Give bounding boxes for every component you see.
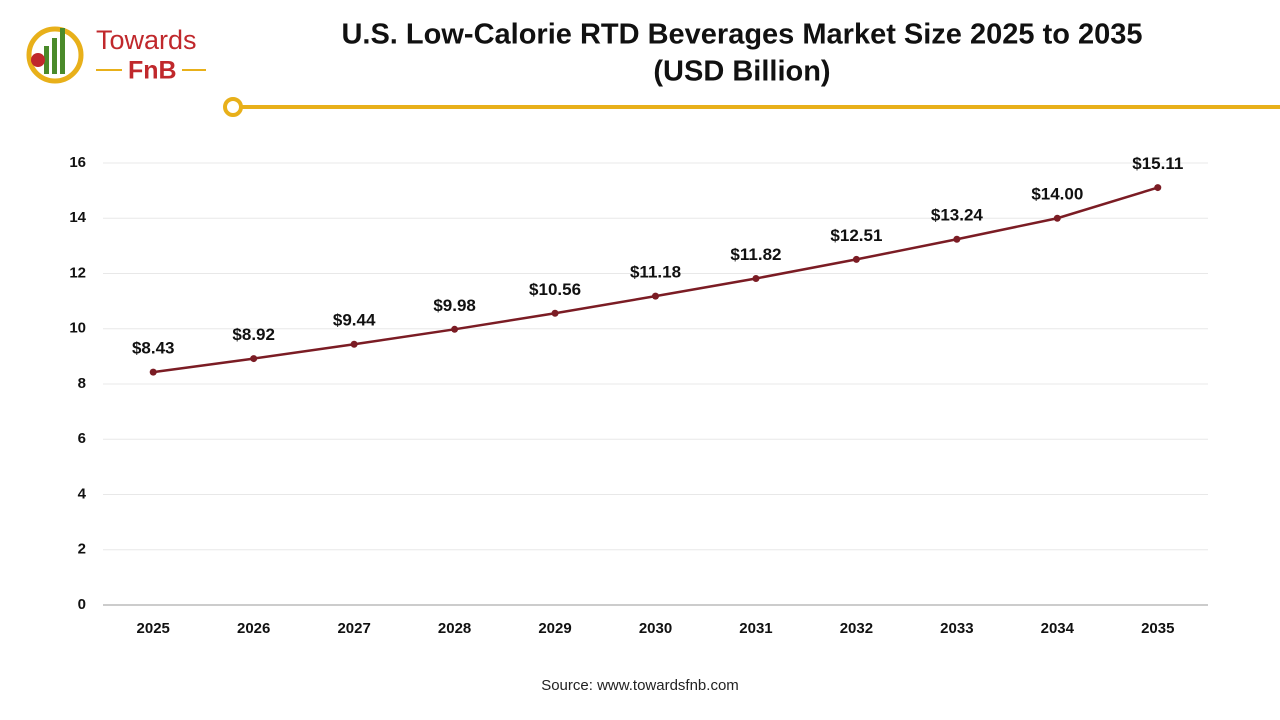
data-point — [953, 235, 961, 243]
y-tick-label: 8 — [78, 375, 86, 392]
x-tick-label: 2030 — [639, 620, 672, 637]
x-tick-label: 2032 — [840, 620, 873, 637]
data-point — [752, 274, 760, 282]
y-tick-label: 6 — [78, 430, 86, 447]
data-label: $9.98 — [433, 296, 476, 315]
y-tick-label: 16 — [69, 154, 86, 171]
logo-dot — [31, 53, 45, 67]
data-label: $10.56 — [529, 280, 581, 299]
logo-ring — [26, 26, 84, 84]
header-dot — [223, 97, 243, 117]
data-point — [451, 325, 459, 333]
x-tick-label: 2035 — [1141, 620, 1174, 637]
x-tick-label: 2026 — [237, 620, 270, 637]
data-point — [250, 355, 258, 363]
data-point — [149, 368, 157, 376]
data-point — [1053, 214, 1061, 222]
y-tick-label: 2 — [78, 541, 86, 558]
data-point — [852, 255, 860, 263]
chart-subtitle: (USD Billion) — [653, 56, 830, 88]
data-point — [551, 309, 559, 317]
data-point — [652, 292, 659, 300]
x-tick-label: 2033 — [940, 620, 973, 637]
data-point — [350, 340, 358, 348]
data-label: $11.18 — [630, 263, 681, 282]
chart-title: U.S. Low-Calorie RTD Beverages Market Si… — [341, 19, 1142, 51]
data-label: $9.44 — [333, 311, 376, 330]
y-tick-label: 10 — [69, 320, 86, 337]
x-tick-label: 2028 — [438, 620, 471, 637]
data-label: $12.51 — [830, 226, 882, 245]
data-label: $14.00 — [1031, 185, 1083, 204]
logo-bar — [60, 28, 65, 74]
x-tick-label: 2025 — [137, 620, 170, 637]
y-tick-label: 14 — [69, 209, 86, 226]
logo-bar — [44, 46, 49, 74]
data-label: $15.11 — [1132, 154, 1183, 173]
x-tick-label: 2029 — [538, 620, 571, 637]
y-tick-label: 4 — [78, 485, 87, 502]
y-tick-label: 12 — [69, 264, 86, 281]
data-label: $8.43 — [132, 339, 175, 358]
x-tick-label: 2034 — [1041, 620, 1075, 637]
logo: Towards FnB — [26, 25, 206, 85]
logo-text: FnB — [128, 57, 177, 85]
x-tick-label: 2031 — [739, 620, 772, 637]
data-label: $11.82 — [730, 245, 781, 264]
logo-bar — [52, 38, 57, 74]
y-tick-label: 0 — [78, 596, 86, 613]
x-tick-label: 2027 — [337, 620, 370, 637]
source: Source: www.towardsfnb.com — [541, 677, 739, 694]
logo-text: Towards — [96, 25, 197, 55]
data-label: $13.24 — [931, 206, 984, 225]
data-label: $8.92 — [232, 325, 275, 344]
data-point — [1154, 184, 1162, 192]
